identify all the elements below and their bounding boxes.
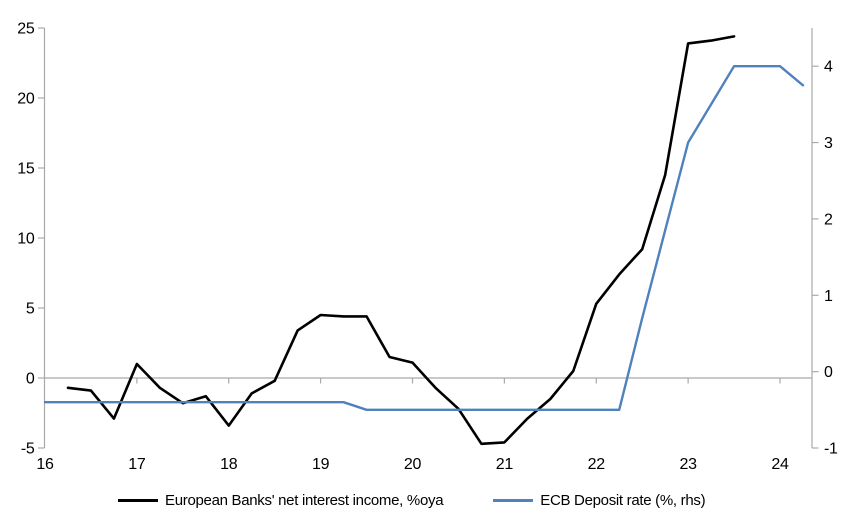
legend-swatch-net-interest-income — [118, 499, 158, 502]
x-axis-tick-label: 22 — [588, 456, 606, 473]
x-axis-tick-label: 23 — [680, 456, 698, 473]
right-axis-tick-label: 2 — [824, 211, 833, 228]
x-axis-tick-label: 20 — [404, 456, 422, 473]
left-axis-tick-label: 0 — [26, 371, 35, 388]
left-axis-tick-label: 5 — [26, 301, 35, 318]
x-axis-tick-label: 21 — [496, 456, 514, 473]
x-axis-tick-label: 17 — [128, 456, 146, 473]
series-line-ecb-deposit-rate — [43, 64, 805, 412]
x-axis-tick-label: 19 — [312, 456, 330, 473]
x-axis-tick-label: 16 — [36, 456, 54, 473]
x-axis-tick-label: 24 — [771, 456, 789, 473]
left-axis-tick-label: 25 — [17, 21, 35, 38]
legend-item-net-interest-income: European Banks' net interest income, %oy… — [118, 492, 444, 509]
right-axis-tick-label: -1 — [824, 441, 838, 458]
legend-label-net-interest-income: European Banks' net interest income, %oy… — [165, 492, 444, 509]
series-line-net-interest-income — [66, 35, 736, 446]
legend-label-ecb-deposit-rate: ECB Deposit rate (%, rhs) — [540, 492, 706, 509]
right-axis-tick-label: 0 — [824, 364, 833, 381]
right-axis-tick-label: 4 — [824, 59, 833, 76]
right-axis-tick-label: 1 — [824, 288, 833, 305]
chart-legend: European Banks' net interest income, %oy… — [118, 492, 706, 509]
right-axis-tick-label: 3 — [824, 135, 833, 152]
left-axis-tick-label: 20 — [17, 91, 35, 108]
legend-swatch-ecb-deposit-rate — [493, 499, 534, 502]
legend-item-ecb-deposit-rate: ECB Deposit rate (%, rhs) — [493, 492, 706, 509]
x-axis-tick-label: 18 — [220, 456, 238, 473]
left-axis-tick-label: -5 — [21, 441, 35, 458]
left-axis-tick-label: 15 — [17, 161, 35, 178]
left-axis-tick-label: 10 — [17, 231, 35, 248]
